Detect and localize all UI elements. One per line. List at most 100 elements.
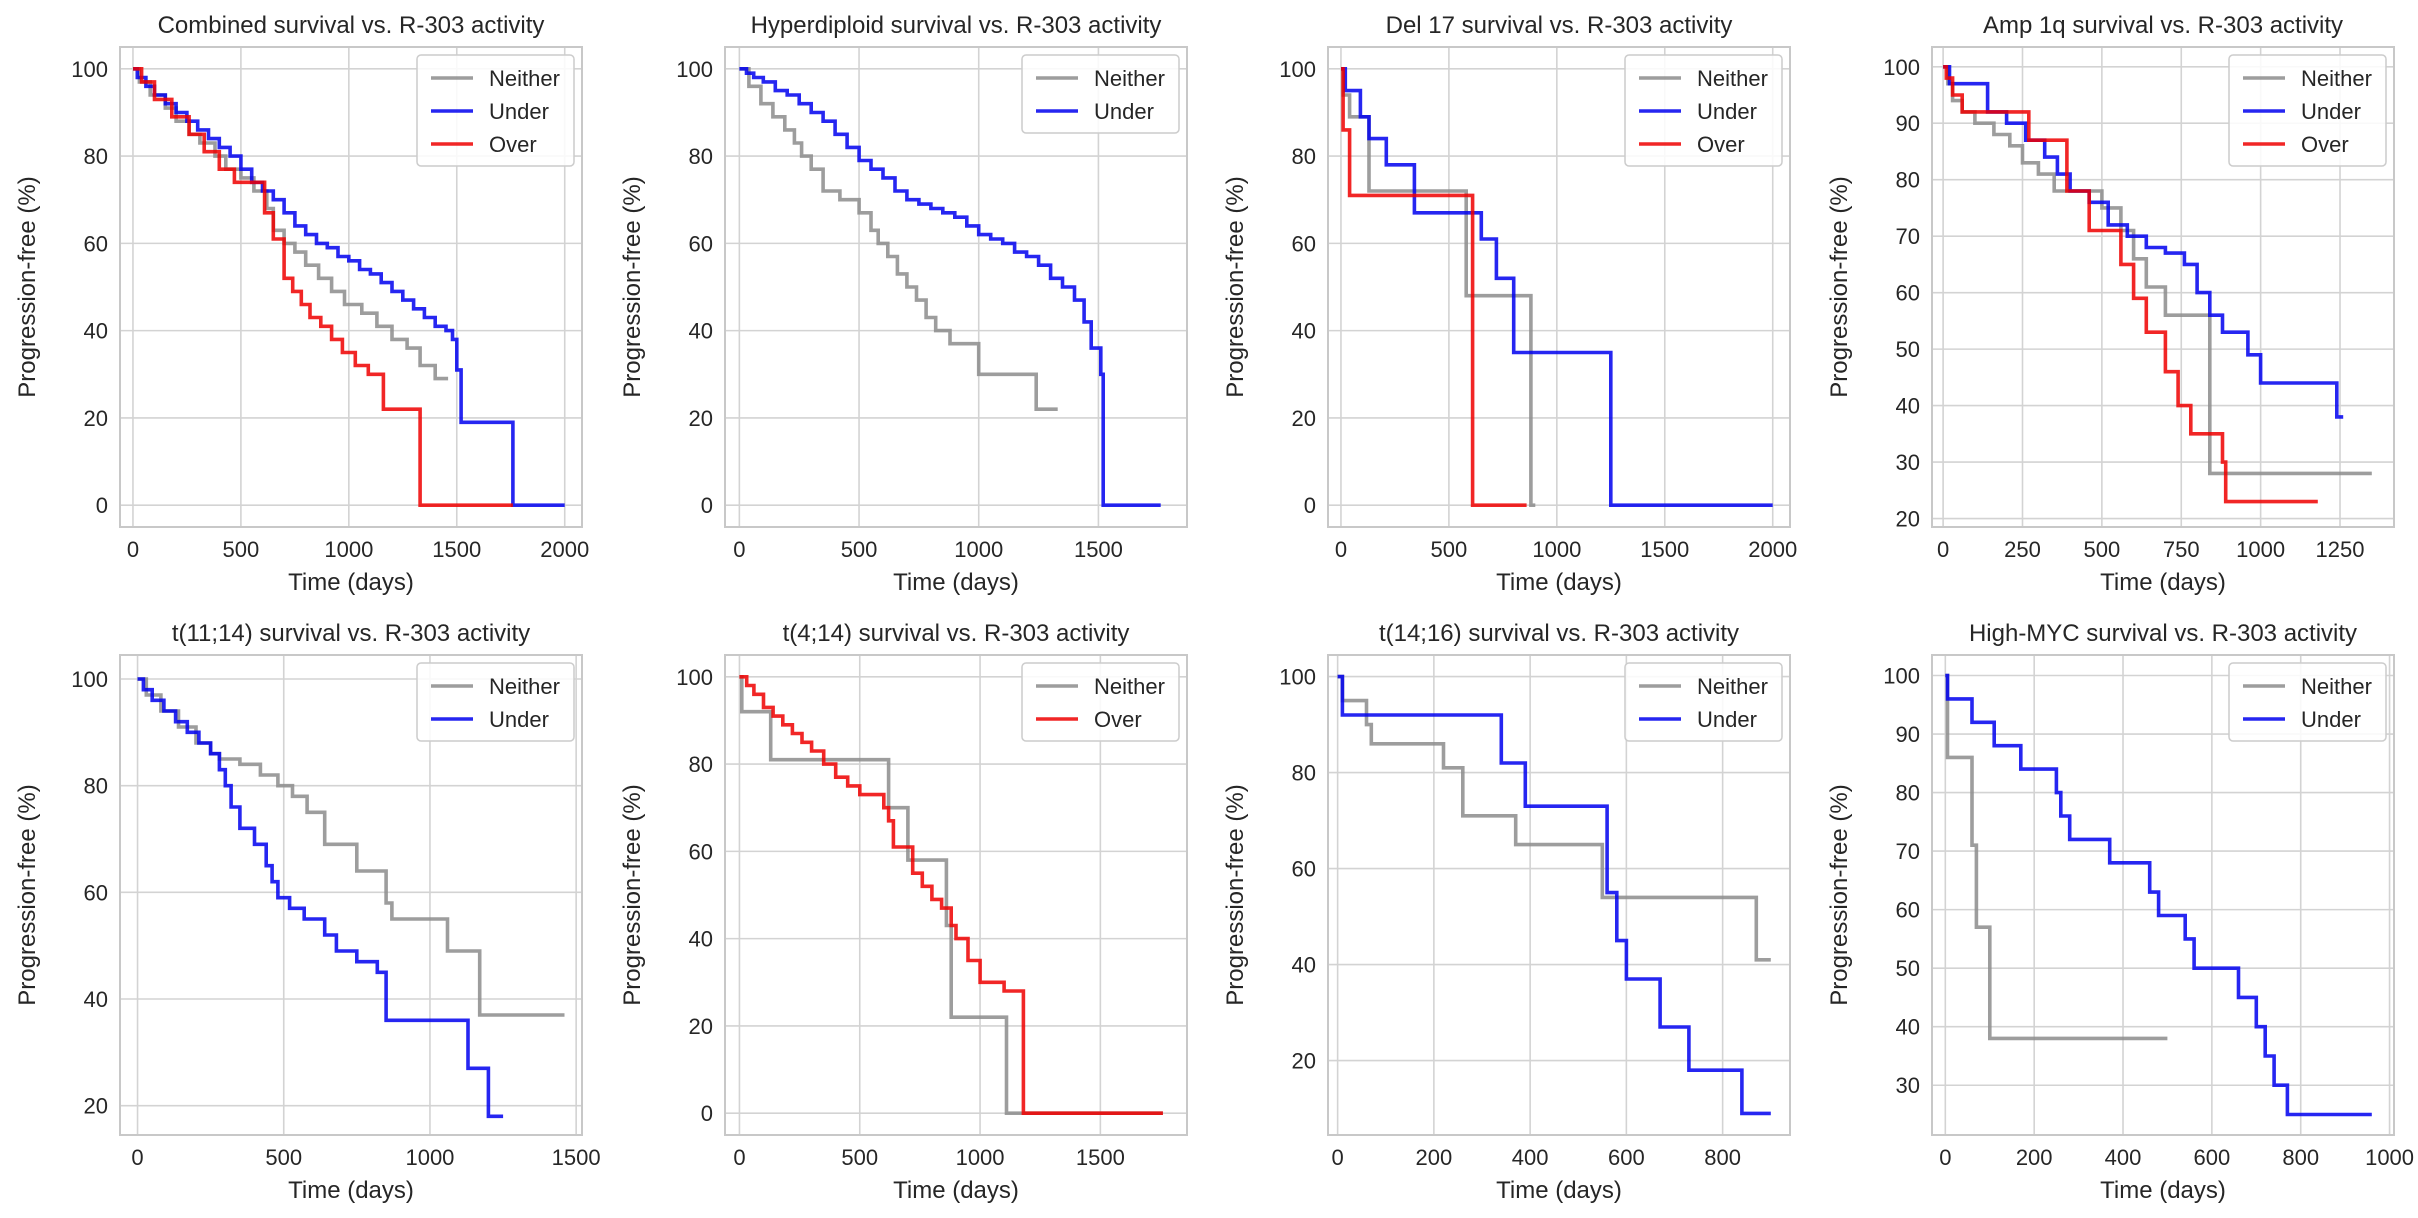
series-line-neither (137, 677, 565, 1017)
legend: Neither Under Over (416, 54, 575, 167)
legend-label-under: Under (489, 707, 549, 732)
x-tick-label: 1500 (1074, 537, 1123, 562)
legend-box (1021, 54, 1180, 134)
chart-panel-7: 0 200 400 600 800 20 40 60 80 100 t(14;16) surviva… (1222, 620, 1791, 1204)
y-tick-label: 100 (676, 57, 713, 82)
series-line-under (1341, 67, 1773, 507)
series-line-neither (1945, 673, 2168, 1041)
legend: Neither Under (416, 662, 575, 742)
legend: Neither Under (1021, 54, 1180, 134)
legend: Neither Under Over (2228, 54, 2387, 167)
y-tick-label: 60 (1896, 898, 1920, 923)
legend-label-under: Under (1094, 99, 1154, 124)
x-tick-label: 500 (1431, 537, 1468, 562)
x-tick-label: 500 (841, 1145, 878, 1170)
x-axis-label: Time (days) (893, 569, 1019, 596)
x-tick-label: 500 (841, 537, 878, 562)
series-line-under (1337, 674, 1771, 1116)
legend-box (2228, 662, 2387, 742)
legend: Neither Under (1624, 662, 1783, 742)
y-tick-label: 80 (1896, 781, 1920, 806)
y-tick-label: 0 (96, 493, 108, 518)
chart-panel-1: 0 500 1000 1500 2000 0 20 40 60 80 100 Combined sur… (14, 12, 589, 596)
legend-label-under: Under (489, 99, 549, 124)
y-tick-label: 60 (689, 231, 713, 256)
y-tick-label: 40 (1896, 1015, 1920, 1040)
x-tick-label: 1000 (324, 537, 373, 562)
x-tick-label: 500 (2084, 537, 2121, 562)
x-tick-label: 1000 (954, 537, 1003, 562)
y-tick-label: 60 (84, 880, 108, 905)
y-axis-label: Progression-free (%) (1826, 176, 1853, 397)
plot-frame (1931, 654, 2395, 1136)
y-tick-label: 80 (1292, 761, 1316, 786)
chart-title: Amp 1q survival vs. R-303 activity (1983, 12, 2343, 39)
x-tick-label: 750 (2163, 537, 2200, 562)
plot-frame (1327, 46, 1791, 528)
legend-label-over: Over (2301, 132, 2349, 157)
legend: Neither Under (2228, 662, 2387, 742)
legend-label-under: Under (2301, 99, 2361, 124)
y-tick-label: 100 (1883, 55, 1920, 80)
x-tick-label: 1000 (405, 1145, 454, 1170)
x-tick-label: 250 (2004, 537, 2041, 562)
legend-box (416, 54, 575, 167)
x-tick-label: 800 (2282, 1145, 2319, 1170)
y-tick-label: 80 (689, 144, 713, 169)
y-tick-label: 100 (1279, 57, 1316, 82)
y-tick-label: 20 (1896, 507, 1920, 532)
x-tick-label: 0 (733, 537, 745, 562)
series-line-over (1943, 65, 2318, 504)
x-tick-label: 0 (131, 1145, 143, 1170)
legend: Neither Under Over (1624, 54, 1783, 167)
x-tick-label: 1000 (2365, 1145, 2414, 1170)
x-axis-label: Time (days) (2100, 1177, 2226, 1204)
legend-box (1624, 662, 1783, 742)
x-tick-label: 0 (1335, 537, 1347, 562)
chart-panel-6: 0 500 1000 1500 0 20 40 60 80 100 t(4;14) survival… (619, 620, 1188, 1204)
x-axis-label: Time (days) (2100, 569, 2226, 596)
series-line-neither (739, 675, 1163, 1115)
legend-label-over: Over (1697, 132, 1745, 157)
y-tick-label: 100 (1883, 663, 1920, 688)
chart-panel-2: 0 500 1000 1500 0 20 40 60 80 100 Hyperdiploid sur… (619, 12, 1188, 596)
y-axis-label: Progression-free (%) (1222, 784, 1249, 1005)
x-tick-label: 0 (127, 537, 139, 562)
y-tick-label: 20 (84, 406, 108, 431)
y-tick-label: 50 (1896, 956, 1920, 981)
y-tick-label: 100 (676, 665, 713, 690)
series-line-neither (739, 67, 1058, 411)
legend-label-neither: Neither (1697, 66, 1768, 91)
legend-label-neither: Neither (1094, 674, 1165, 699)
y-tick-label: 40 (1292, 953, 1316, 978)
y-tick-label: 20 (689, 406, 713, 431)
y-tick-label: 80 (84, 774, 108, 799)
y-tick-label: 60 (1292, 857, 1316, 882)
y-tick-label: 100 (71, 667, 108, 692)
x-tick-label: 600 (1608, 1145, 1645, 1170)
chart-title: Del 17 survival vs. R-303 activity (1386, 12, 1733, 39)
chart-panel-5: 0 500 1000 1500 20 40 60 80 100 t(11;14) survival… (14, 620, 601, 1204)
chart-panel-3: 0 500 1000 1500 2000 0 20 40 60 80 100 Del 17 survi… (1222, 12, 1797, 596)
x-tick-label: 600 (2194, 1145, 2231, 1170)
legend-label-over: Over (1094, 707, 1142, 732)
series-line-over (739, 675, 1163, 1115)
x-axis-label: Time (days) (893, 1177, 1019, 1204)
legend-box (1021, 662, 1180, 742)
x-axis-label: Time (days) (1496, 569, 1622, 596)
x-axis-label: Time (days) (288, 1177, 414, 1204)
chart-title: t(4;14) survival vs. R-303 activity (783, 620, 1130, 647)
y-tick-label: 90 (1896, 722, 1920, 747)
x-tick-label: 0 (733, 1145, 745, 1170)
chart-title: t(14;16) survival vs. R-303 activity (1379, 620, 1739, 647)
plot-frame (119, 46, 583, 528)
x-tick-label: 400 (2105, 1145, 2142, 1170)
series-line-under (1945, 673, 2372, 1117)
legend-label-neither: Neither (2301, 66, 2372, 91)
x-tick-label: 2000 (540, 537, 589, 562)
x-tick-label: 500 (265, 1145, 302, 1170)
y-tick-label: 80 (1292, 144, 1316, 169)
y-tick-label: 80 (84, 144, 108, 169)
x-tick-label: 0 (1937, 537, 1949, 562)
